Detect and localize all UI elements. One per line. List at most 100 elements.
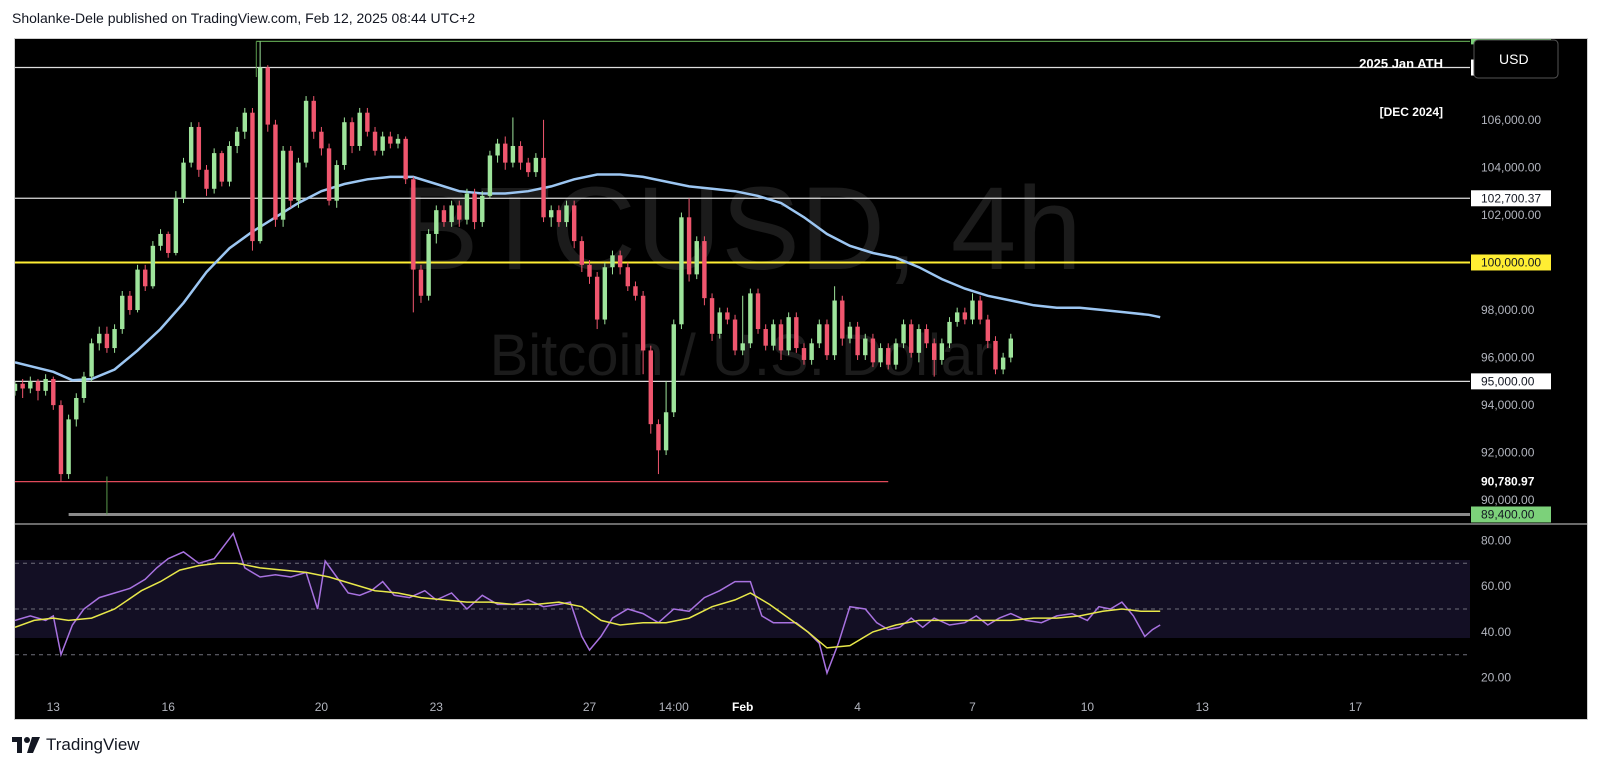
candle-body — [503, 143, 508, 163]
candle-36 — [288, 145, 293, 208]
candle-8 — [74, 393, 79, 427]
moving-average-layer — [14, 173, 1161, 382]
candle-body — [671, 324, 676, 413]
candle-body — [518, 145, 523, 163]
candle-body — [158, 233, 163, 246]
candle-50 — [395, 134, 401, 149]
candle-body — [909, 324, 914, 353]
candle-body — [173, 198, 179, 253]
candle-body — [932, 343, 937, 360]
candle-body — [311, 100, 316, 132]
chart-canvas[interactable]: BTCUSD, 4h Bitcoin / U.S. Dollar 106,000… — [0, 38, 1587, 719]
candle-body — [334, 165, 339, 201]
candle-21 — [173, 191, 179, 256]
candle-body — [43, 378, 48, 391]
candle-body — [449, 205, 454, 223]
candle-body — [656, 424, 661, 451]
candle-body — [679, 217, 684, 325]
candle-54 — [426, 229, 431, 301]
candle-113 — [878, 343, 883, 368]
candle-5 — [51, 376, 56, 410]
candle-73 — [571, 200, 577, 249]
time-tick-1: 16 — [162, 700, 176, 714]
candle-128 — [993, 336, 998, 375]
price-tick-5: 94,000.00 — [1481, 398, 1535, 412]
candle-body — [840, 300, 845, 339]
candle-body — [457, 205, 462, 220]
candle-body — [893, 343, 899, 365]
candle-95 — [740, 295, 745, 356]
candle-12 — [104, 326, 110, 353]
time-axis: 13 16 20 23 27 14:00 Feb 4 7 10 13 17 — [47, 700, 1363, 714]
candle-body — [625, 267, 630, 287]
candle-130 — [1008, 333, 1013, 363]
candle-77 — [602, 262, 608, 325]
candle-52 — [411, 176, 416, 313]
candle-body — [495, 143, 500, 156]
candle-121 — [939, 338, 945, 365]
time-tick-3: 23 — [430, 700, 444, 714]
candle-body — [549, 210, 554, 218]
candle-body — [296, 162, 301, 201]
candle-24 — [196, 122, 202, 177]
rsi-line — [14, 532, 1161, 676]
candle-body — [234, 131, 240, 146]
candle-94 — [732, 314, 738, 356]
candle-27 — [219, 150, 225, 187]
rsi-band-fill — [15, 560, 1470, 638]
candle-body — [993, 340, 998, 370]
candle-55 — [434, 205, 439, 244]
candle-body — [441, 210, 447, 223]
candle-26 — [211, 148, 217, 194]
watermark: BTCUSD, 4h Bitcoin / U.S. Dollar — [400, 163, 1082, 388]
candle-body — [610, 255, 615, 268]
candle-body — [51, 378, 56, 406]
candle-body — [365, 112, 370, 132]
candle-22 — [181, 157, 186, 204]
annotation-dec-2024: [DEC 2024] — [1380, 105, 1443, 119]
candle-115 — [893, 338, 899, 370]
footer: TradingView — [12, 735, 140, 755]
candle-43 — [342, 117, 347, 170]
candle-1 — [20, 378, 25, 398]
candle-body — [901, 324, 906, 344]
chart-frame[interactable]: BTCUSD, 4h Bitcoin / U.S. Dollar 106,000… — [0, 38, 1588, 720]
candle-122 — [947, 317, 952, 349]
candle-38 — [303, 96, 309, 168]
candle-body — [640, 295, 646, 351]
candle-96 — [748, 288, 753, 349]
candle-2 — [28, 376, 33, 394]
tradingview-logo-icon — [12, 737, 40, 753]
candle-body — [970, 300, 975, 320]
candle-body — [571, 205, 577, 242]
currency-button[interactable]: USD — [1473, 39, 1559, 79]
candle-92 — [717, 307, 722, 339]
rsi-layer — [14, 532, 1470, 676]
candle-body — [870, 338, 876, 363]
time-tick-9: 10 — [1081, 700, 1095, 714]
footer-brand: TradingView — [46, 735, 140, 754]
candle-100 — [778, 319, 784, 360]
candle-body — [564, 205, 569, 223]
watermark-name: Bitcoin / U.S. Dollar — [490, 323, 993, 388]
candle-body — [280, 150, 286, 220]
candle-body — [541, 157, 546, 218]
candle-56 — [441, 205, 447, 227]
price-tick-4: 96,000.00 — [1481, 351, 1535, 365]
candle-body — [556, 210, 562, 223]
candle-body — [150, 245, 156, 287]
candle-body — [395, 138, 401, 144]
candle-body — [526, 162, 531, 173]
candle-39 — [311, 96, 316, 139]
rsi-tick-3: 20.00 — [1481, 671, 1511, 685]
candle-body — [648, 350, 653, 425]
candle-70 — [549, 205, 554, 227]
candle-body — [372, 131, 378, 151]
candle-body — [288, 150, 293, 201]
candle-body — [663, 412, 669, 451]
time-tick-0: 13 — [47, 700, 61, 714]
candle-3 — [35, 378, 41, 401]
candle-105 — [817, 319, 822, 349]
horizontal-levels-layer — [15, 40, 1470, 516]
candle-79 — [617, 250, 623, 275]
